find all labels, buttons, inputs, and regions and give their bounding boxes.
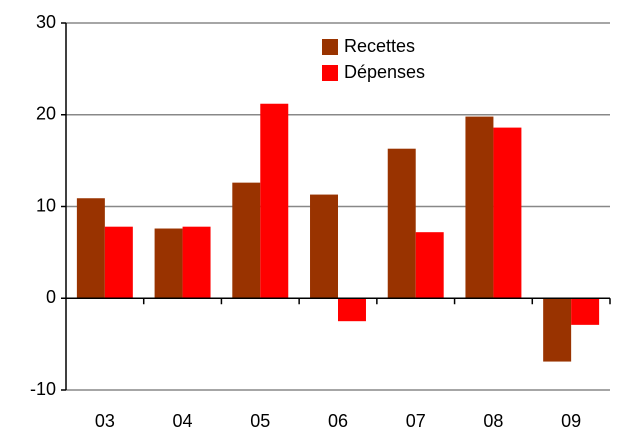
bar bbox=[154, 228, 183, 299]
y-tick-label: 20 bbox=[36, 104, 56, 124]
x-tick-label: 04 bbox=[173, 411, 193, 431]
bar bbox=[232, 182, 261, 299]
bar bbox=[76, 198, 105, 299]
bar bbox=[104, 226, 133, 299]
bar bbox=[543, 298, 572, 362]
y-tick-label: 10 bbox=[36, 195, 56, 215]
bar bbox=[310, 194, 338, 299]
x-tick-label: 06 bbox=[328, 411, 348, 431]
bar bbox=[571, 298, 600, 325]
bar bbox=[465, 116, 494, 299]
bar bbox=[260, 103, 289, 299]
bar bbox=[338, 298, 366, 322]
legend-swatch bbox=[322, 39, 338, 55]
y-tick-label: 30 bbox=[36, 12, 56, 32]
x-tick-label: 09 bbox=[561, 411, 581, 431]
bar bbox=[387, 148, 416, 299]
bar bbox=[415, 232, 444, 299]
x-tick-label: 08 bbox=[483, 411, 503, 431]
x-tick-label: 07 bbox=[406, 411, 426, 431]
legend-label: Dépenses bbox=[344, 62, 425, 82]
x-tick-label: 05 bbox=[250, 411, 270, 431]
x-tick-label: 03 bbox=[95, 411, 115, 431]
legend-label: Recettes bbox=[344, 36, 415, 56]
bar bbox=[182, 226, 211, 299]
bar bbox=[493, 127, 522, 299]
y-tick-label: -10 bbox=[30, 379, 56, 399]
y-tick-label: 0 bbox=[46, 287, 56, 307]
legend-swatch bbox=[322, 65, 338, 81]
